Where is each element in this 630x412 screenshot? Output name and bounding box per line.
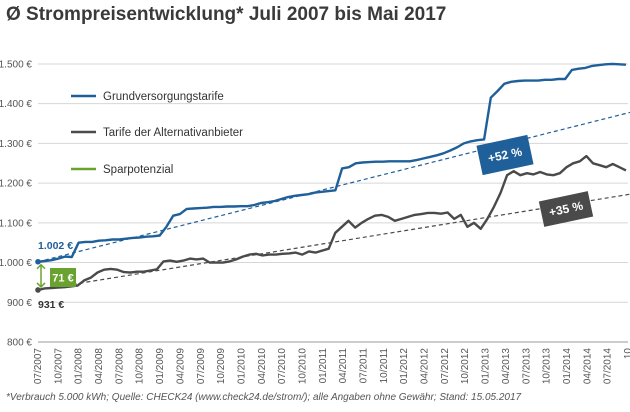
badge-grund bbox=[476, 134, 534, 176]
x-tick-label: 07/2010 bbox=[277, 348, 288, 385]
x-tick-label: 10/2013 bbox=[542, 348, 553, 385]
y-tick-label: 1.400 € bbox=[0, 99, 32, 110]
y-tick-label: 800 € bbox=[7, 338, 32, 349]
series-line-grundversorgung bbox=[37, 62, 627, 263]
y-tick-label: 900 € bbox=[7, 298, 32, 309]
x-tick-label: 10/2010 bbox=[297, 348, 308, 385]
x-tick-label: 04/2013 bbox=[501, 348, 512, 385]
start-value-grund: 1.002 € bbox=[38, 240, 73, 252]
spar-value: 71 € bbox=[52, 273, 73, 285]
start-point-alt bbox=[35, 287, 41, 293]
x-tick-label: 01/2011 bbox=[318, 348, 329, 384]
x-tick-label: 04/2008 bbox=[94, 348, 105, 385]
chart-title: Ø Strompreisentwicklung* Juli 2007 bis M… bbox=[6, 4, 447, 25]
legend-label: Sparpotenzial bbox=[103, 164, 173, 176]
trend-line-alt bbox=[37, 193, 630, 291]
legend: Grundversorgungstarife Tarife der Alterna… bbox=[71, 91, 243, 176]
grid-lines bbox=[38, 63, 628, 343]
start-value-alt: 931 € bbox=[38, 299, 64, 311]
footnote: *Verbrauch 5.000 kWh; Quelle: CHECK24 (w… bbox=[6, 392, 522, 403]
x-tick-label: 10/2009 bbox=[216, 348, 227, 385]
x-tick-label: 07/2007 bbox=[33, 348, 44, 385]
x-tick-label: 04/2009 bbox=[175, 348, 186, 385]
x-tick-label: 07/2012 bbox=[440, 348, 451, 385]
x-axis-ticks: 07/2007 10/2007 01/2008 04/2008 07/2008 10/20… bbox=[33, 348, 630, 385]
x-tick-label: 10/2007 bbox=[53, 348, 64, 385]
x-tick-label: 01/2009 bbox=[155, 348, 166, 385]
spar-box bbox=[50, 268, 76, 287]
x-tick-label: 07/2013 bbox=[521, 348, 532, 385]
x-tick-label: 01/2012 bbox=[399, 348, 410, 385]
x-tick-label: 10 bbox=[623, 348, 630, 360]
y-tick-label: 1.500 € bbox=[0, 59, 32, 70]
y-tick-label: 1.000 € bbox=[0, 258, 32, 269]
y-axis-ticks: 800 € 900 € 1.000 € 1.100 € 1.200 € 1.300 € 1.… bbox=[0, 59, 32, 348]
x-tick-label: 10/2012 bbox=[460, 348, 471, 385]
price-line-chart: 800 € 900 € 1.000 € 1.100 € 1.200 € 1.300 € 1.… bbox=[0, 59, 630, 385]
x-tick-label: 07/2014 bbox=[603, 348, 614, 385]
x-tick-label: 07/2011 bbox=[359, 348, 370, 384]
x-tick-label: 10/2008 bbox=[135, 348, 146, 385]
series-lines bbox=[35, 62, 627, 293]
x-tick-label: 01/2014 bbox=[562, 348, 573, 385]
series-line-alternativanbieter bbox=[37, 154, 627, 292]
start-point-grund bbox=[35, 258, 41, 265]
legend-label: Tarife der Alternativanbieter bbox=[103, 127, 243, 139]
badge-alt bbox=[538, 191, 594, 227]
x-tick-label: 10/2011 bbox=[379, 348, 390, 384]
y-tick-label: 1.200 € bbox=[0, 179, 32, 190]
x-tick-label: 07/2009 bbox=[196, 348, 207, 385]
x-tick-label: 04/2010 bbox=[257, 348, 268, 385]
x-tick-label: 01/2013 bbox=[481, 348, 492, 385]
x-tick-label: 01/2008 bbox=[74, 348, 85, 385]
x-tick-label: 07/2008 bbox=[114, 348, 125, 385]
spar-arrowheads bbox=[36, 263, 46, 289]
x-tick-label: 04/2014 bbox=[582, 348, 593, 385]
x-tick-label: 04/2012 bbox=[420, 348, 431, 385]
y-tick-label: 1.300 € bbox=[0, 139, 32, 150]
x-tick-label: 01/2010 bbox=[236, 348, 247, 385]
legend-label: Grundversorgungstarife bbox=[103, 91, 224, 103]
annotations: 1.002 €931 €71 €+52 %+35 % bbox=[36, 134, 594, 311]
x-tick-label: 04/2011 bbox=[338, 348, 349, 384]
y-tick-label: 1.100 € bbox=[0, 218, 32, 229]
